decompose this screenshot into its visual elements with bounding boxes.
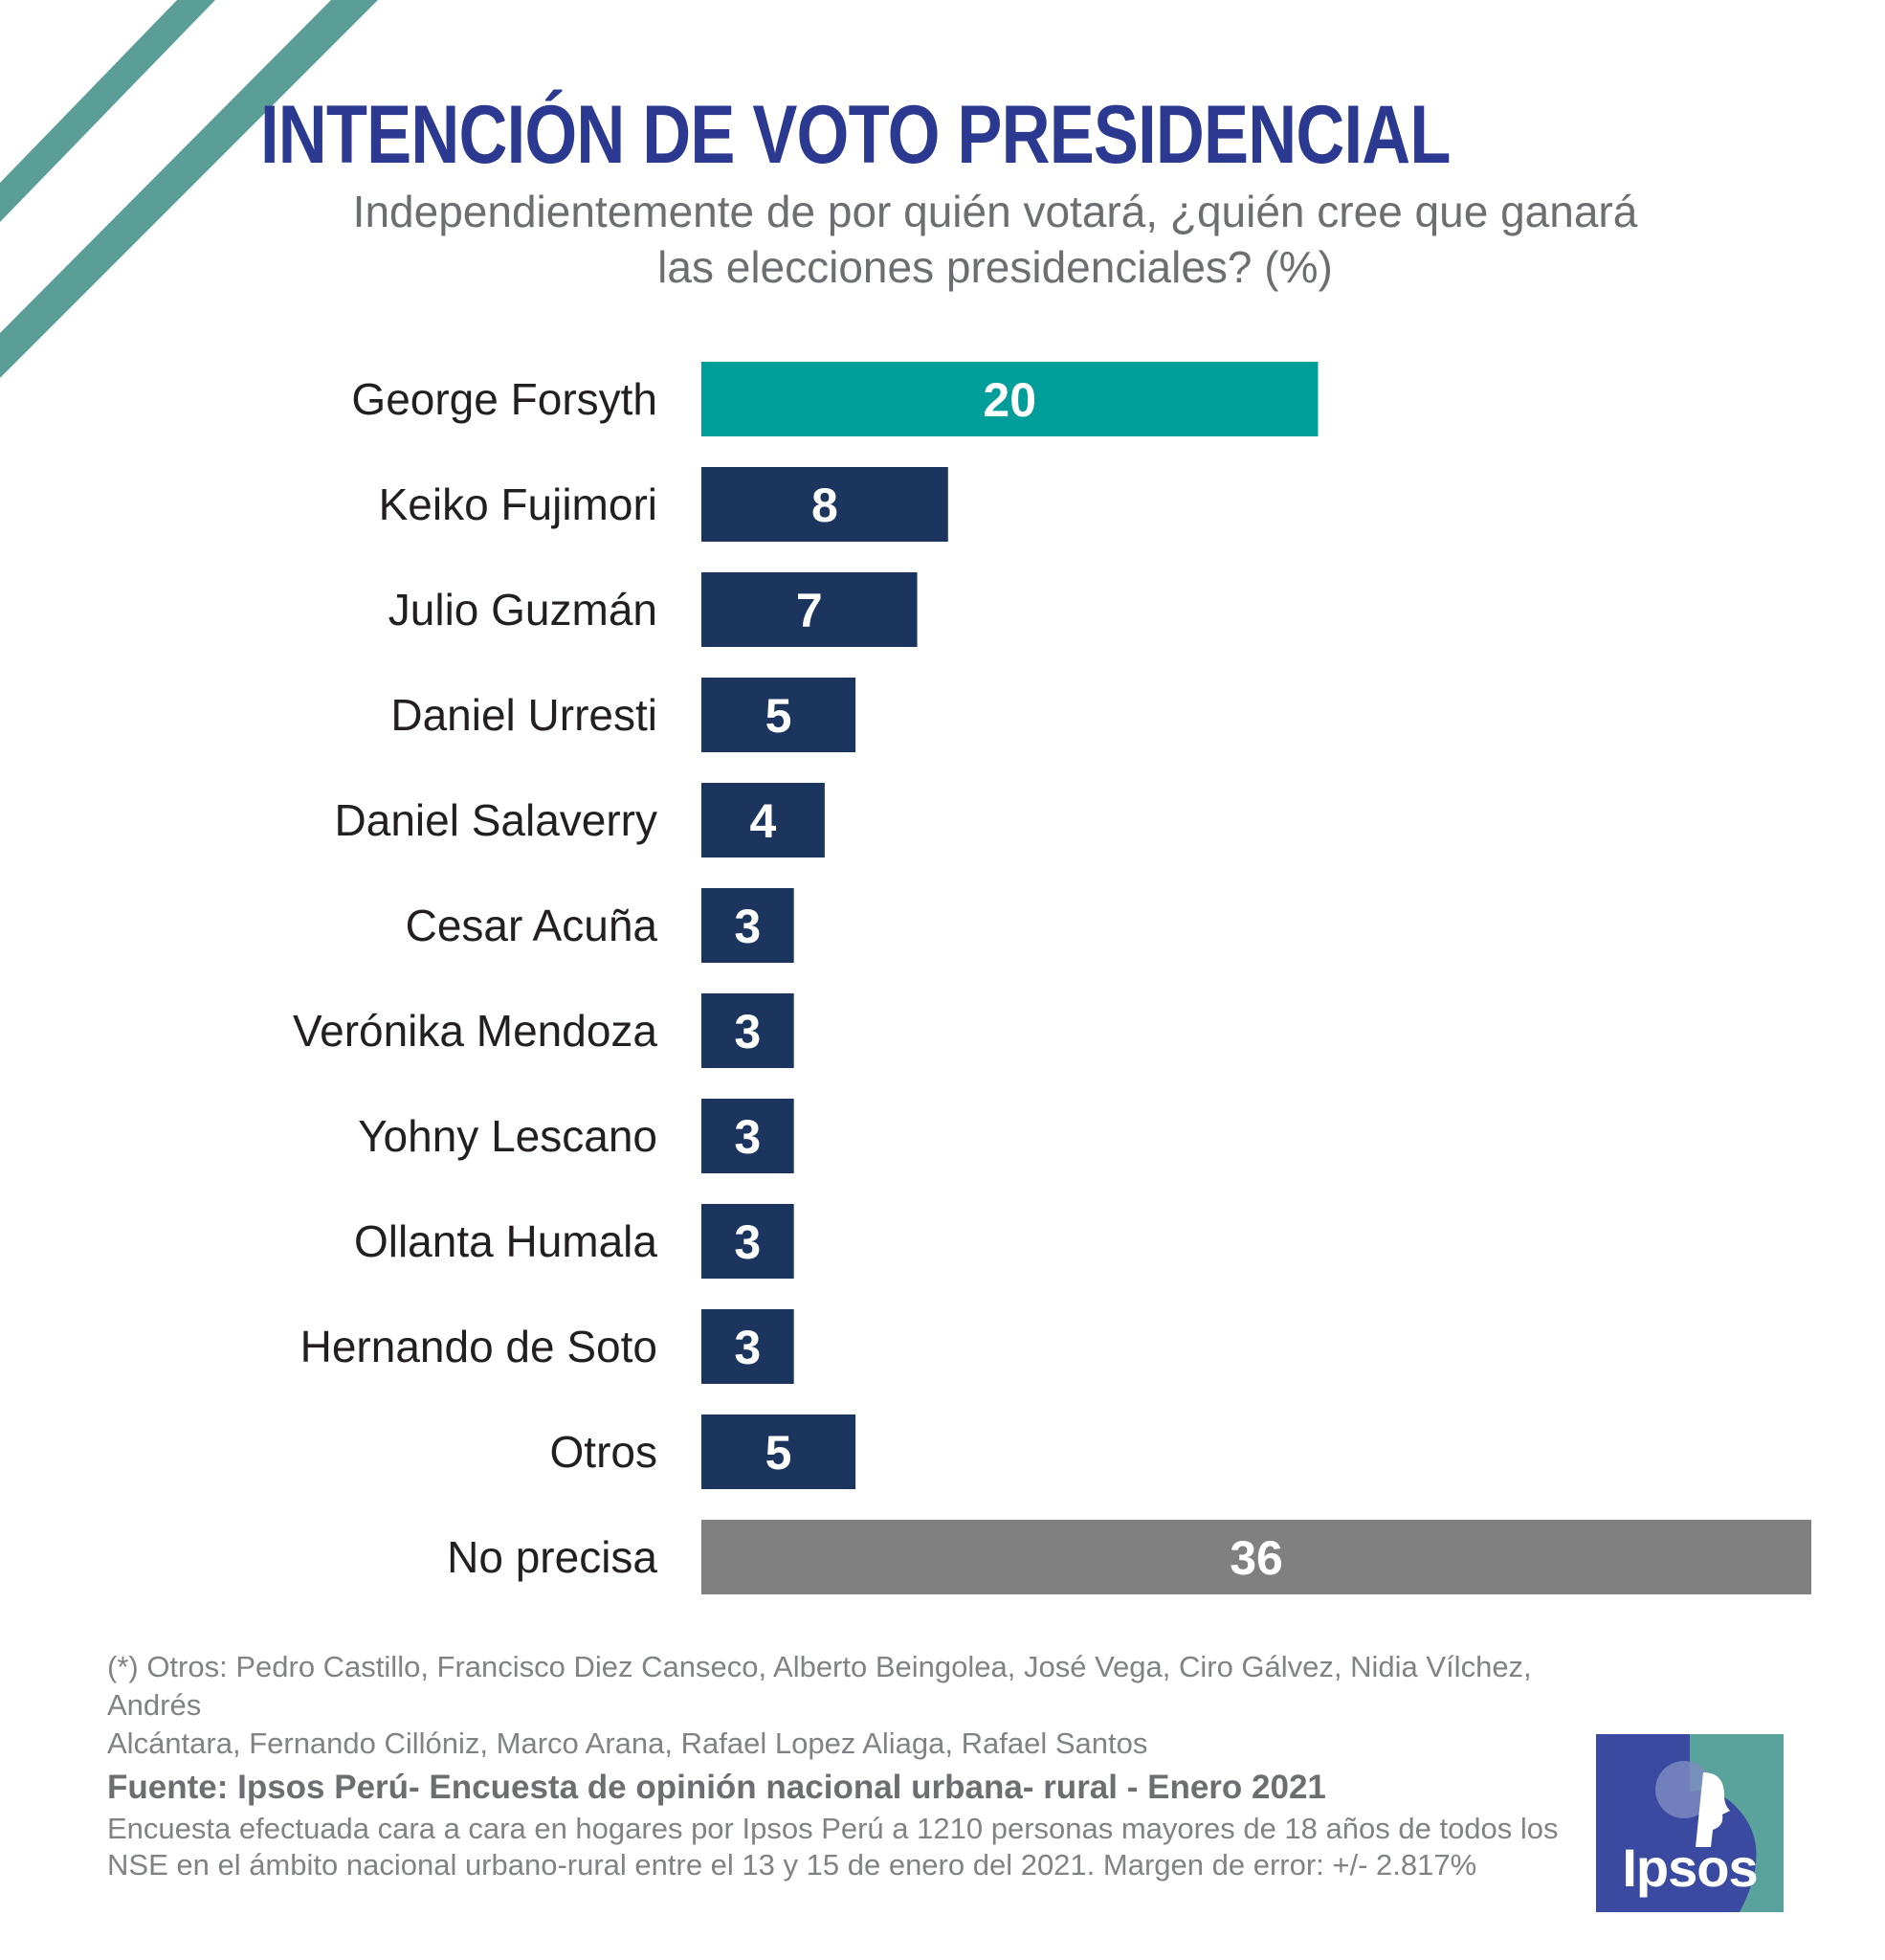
bar-value-label: 3 (734, 900, 761, 953)
chart-subtitle: Independientemente de por quién votará, … (249, 184, 1741, 295)
category-label: Julio Guzmán (388, 585, 657, 635)
bar (701, 678, 856, 752)
bar-value-label: 36 (1230, 1531, 1283, 1585)
bar (701, 1309, 794, 1384)
bar (701, 572, 918, 647)
logo-tree-crown (1655, 1761, 1713, 1818)
bar (701, 783, 825, 858)
bar (701, 467, 948, 542)
logo-face-icon (1696, 1772, 1730, 1847)
category-label: Verónika Mendoza (293, 1006, 657, 1056)
category-label: Daniel Salaverry (335, 795, 657, 845)
category-label: Keiko Fujimori (379, 479, 657, 529)
source-title: Fuente: Ipsos Perú- Encuesta de opinión … (107, 1769, 1326, 1806)
subtitle-line-1: Independientemente de por quién votará, … (352, 187, 1638, 236)
bar-value-label: 4 (750, 794, 777, 848)
category-label: Yohny Lescano (358, 1111, 657, 1161)
source-line-1: Encuesta efectuada cara a cara en hogare… (107, 1812, 1559, 1845)
footnote-line-2: Alcántara, Fernando Cillóniz, Marco Aran… (107, 1726, 1148, 1760)
bar (701, 1099, 794, 1173)
decorative-stripes (0, 0, 378, 378)
category-label: Cesar Acuña (406, 901, 658, 950)
source-line-2: NSE en el ámbito nacional urbano-rural e… (107, 1848, 1477, 1882)
bar (701, 1204, 794, 1279)
bar-chart: George Forsyth 20 Keiko Fujimori 8 Julio Guz… (293, 362, 1811, 1594)
bar-value-label: 8 (811, 479, 838, 532)
footnote-line-1: (*) Otros: Pedro Castillo, Francisco Die… (107, 1650, 1532, 1722)
category-label: George Forsyth (351, 374, 657, 424)
bar-value-label: 5 (765, 689, 792, 743)
page-title: INTENCIÓN DE VOTO PRESIDENCIAL (259, 89, 1451, 181)
source-description: Encuesta efectuada cara a cara en hogare… (107, 1811, 1600, 1883)
bar (701, 888, 794, 963)
category-label: Hernando de Soto (300, 1322, 657, 1371)
bar-value-label: 3 (734, 1110, 761, 1164)
bar (701, 1520, 1811, 1594)
stripe-lower (0, 0, 378, 378)
category-label: No precisa (447, 1532, 657, 1582)
category-label: Daniel Urresti (390, 690, 657, 740)
bar-value-label: 7 (796, 584, 823, 637)
subtitle-line-2: las elecciones presidenciales? (%) (657, 242, 1333, 292)
category-label: Otros (550, 1427, 657, 1477)
category-label: Ollanta Humala (354, 1216, 657, 1266)
bar-value-label: 3 (734, 1321, 761, 1374)
bar-value-label: 3 (734, 1005, 761, 1058)
bar-value-label: 5 (765, 1426, 792, 1480)
logo-text: Ipsos (1622, 1838, 1758, 1898)
bar (701, 993, 794, 1068)
ipsos-logo: Ipsos (1596, 1734, 1784, 1912)
bar-value-label: 3 (734, 1215, 761, 1269)
footnote: (*) Otros: Pedro Castillo, Francisco Die… (107, 1648, 1619, 1763)
logo-mark (1596, 1734, 1784, 1912)
bar (701, 1414, 856, 1489)
bar-value-label: 20 (983, 373, 1036, 427)
bar (701, 362, 1319, 436)
stripe-upper (0, 0, 215, 222)
